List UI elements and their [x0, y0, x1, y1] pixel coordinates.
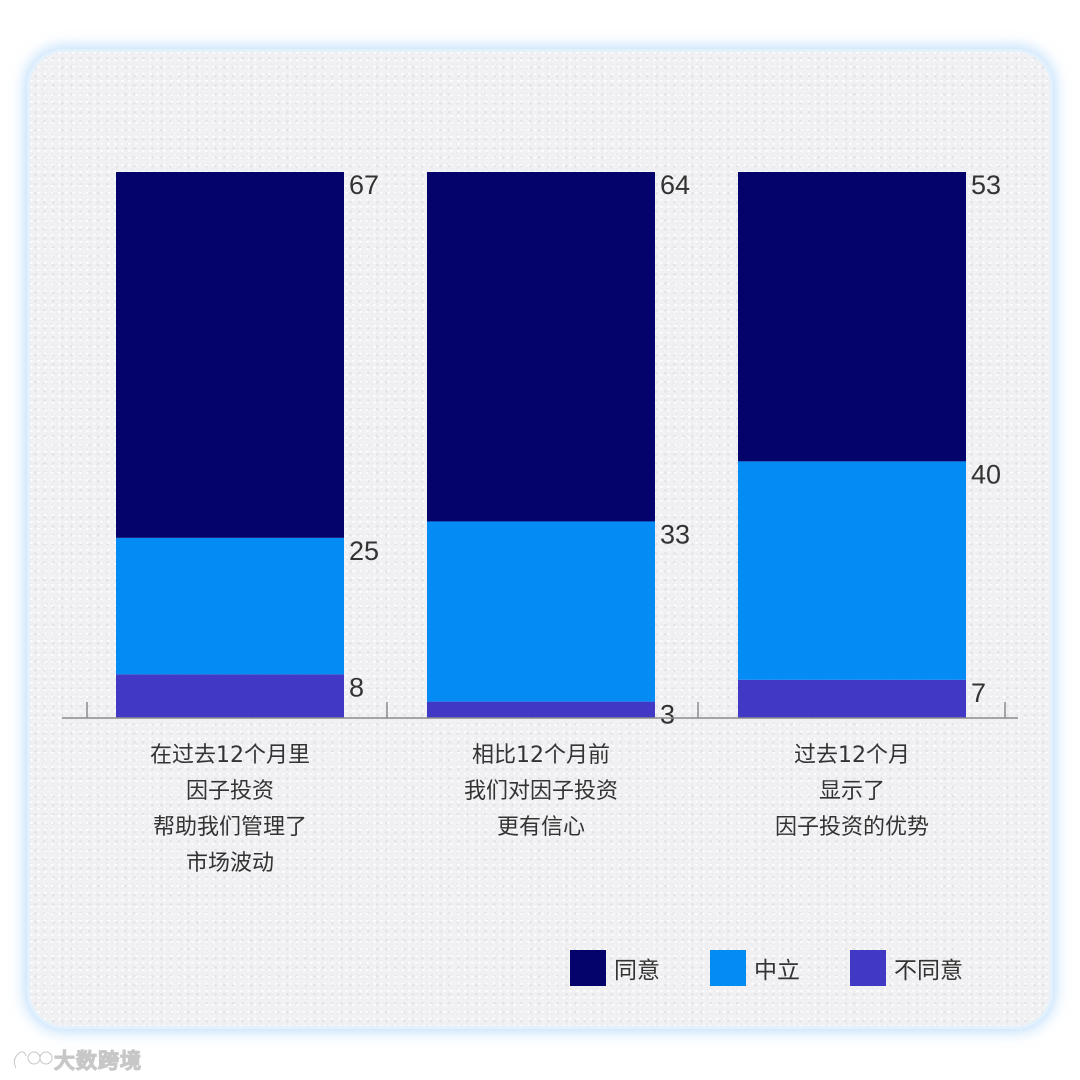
- x-tick-label-line: 在过去12个月里: [150, 743, 310, 768]
- bar-segment: [427, 701, 655, 718]
- x-tick-label: 相比12个月前 我们对因子投资 更有信心: [411, 738, 671, 846]
- data-label: 3: [660, 700, 675, 730]
- bar-segment: [116, 674, 344, 718]
- x-tick-label-line: 显示了: [818, 779, 885, 804]
- data-label: 25: [349, 536, 379, 566]
- watermark: 大数跨境: [10, 1044, 142, 1076]
- x-tick-label: 在过去12个月里 因子投资帮助我们管理了 市场波动: [100, 738, 360, 882]
- data-label: 8: [349, 672, 364, 702]
- x-tick-label-line: 因子投资: [185, 779, 274, 804]
- legend-label: 中立: [754, 958, 800, 984]
- bar-segment: [427, 172, 655, 522]
- x-tick-label-line: 帮助我们管理了: [152, 815, 307, 840]
- x-tick-label-line: 更有信心: [496, 815, 585, 840]
- data-label: 33: [660, 519, 690, 549]
- x-tick-label-line: 过去12个月: [794, 743, 910, 768]
- bar-segment: [738, 172, 966, 462]
- x-tick-label-line: 因子投资的优势: [774, 815, 929, 840]
- x-tick-label-line: 市场波动: [185, 851, 274, 876]
- data-label: 40: [971, 459, 1001, 489]
- legend-label: 同意: [614, 958, 660, 984]
- legend-item: 中立: [710, 950, 800, 986]
- watermark-logo-icon: [12, 1049, 53, 1070]
- data-label: 67: [349, 170, 379, 200]
- data-label: 64: [660, 170, 690, 200]
- legend-item: 同意: [570, 950, 660, 986]
- x-tick-label-line: 相比12个月前: [472, 743, 610, 768]
- chart-legend: 同意 中立 不同意: [570, 950, 963, 986]
- legend-swatch: [850, 950, 886, 986]
- bar-segment: [738, 461, 966, 680]
- bar-segment: [427, 521, 655, 702]
- legend-swatch: [570, 950, 606, 986]
- bar-segment: [738, 679, 966, 718]
- bar-segment: [116, 537, 344, 675]
- bar-segment: [116, 172, 344, 538]
- legend-swatch: [710, 950, 746, 986]
- data-label: 7: [971, 678, 986, 708]
- watermark-text: 大数跨境: [54, 1049, 142, 1074]
- legend-label: 不同意: [894, 958, 963, 984]
- x-tick-label: 过去12个月 显示了因子投资的优势: [722, 738, 982, 846]
- legend-item: 不同意: [850, 950, 963, 986]
- data-label: 53: [971, 170, 1001, 200]
- x-tick-label-line: 我们对因子投资: [463, 779, 618, 804]
